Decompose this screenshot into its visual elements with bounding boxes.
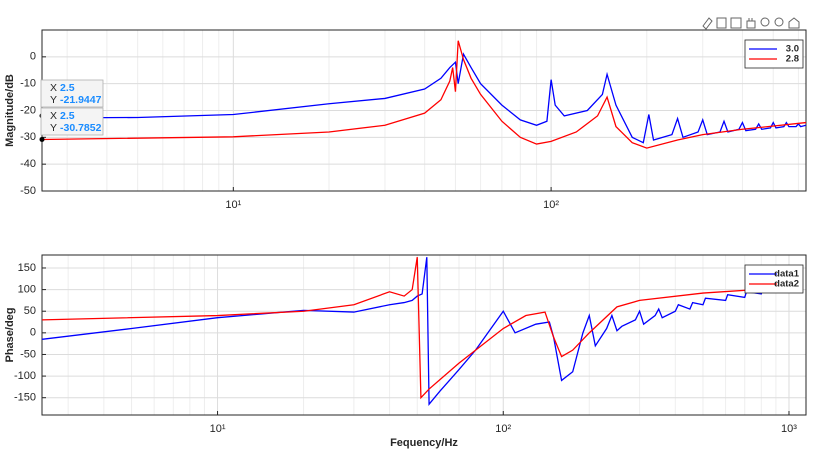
y-tick-label: 100: [18, 284, 36, 296]
datatip-marker: [39, 136, 45, 142]
y-tick-label: 150: [18, 262, 36, 274]
x-tick-label: 10¹: [225, 199, 241, 211]
data-tip-icon[interactable]: [716, 17, 727, 29]
y-axis-label: Phase/deg: [4, 307, 16, 362]
datatip-x-name: X: [50, 82, 57, 94]
y-tick-label: -50: [20, 348, 36, 360]
datatip-y-value: -21.9447: [60, 94, 102, 106]
y-tick-label: -40: [20, 158, 36, 170]
x-tick-label: 10²: [495, 423, 511, 435]
datatip: X 2.5Y -21.9447: [40, 79, 104, 108]
legend-box: [744, 39, 804, 69]
legend-box: [744, 264, 804, 294]
plot-clip: [42, 40, 806, 149]
zoom-in-icon[interactable]: [760, 17, 770, 27]
axes-box: [41, 254, 807, 416]
datatip-box: [40, 107, 104, 136]
datatip: X 2.5Y -30.7852: [40, 107, 104, 136]
brush-icon[interactable]: [702, 17, 713, 30]
datatip-x-name: X: [50, 110, 57, 122]
line-series: [42, 40, 806, 149]
datatip-y-name: Y: [50, 122, 57, 134]
x-tick-label: 10¹: [210, 423, 226, 435]
y-tick-label: -10: [20, 78, 36, 90]
y-axis-label: Magnitude/dB: [4, 74, 16, 147]
datatip-y-name: Y: [50, 94, 57, 106]
y-tick-label: 50: [24, 305, 36, 317]
legend: 3.02.8: [744, 39, 804, 69]
datatip-x-value: 2.5: [60, 110, 75, 122]
pan-icon[interactable]: [746, 18, 756, 29]
x-tick-label: 10³: [781, 423, 797, 435]
zoom-out-icon[interactable]: [774, 17, 784, 27]
toolbar: [702, 17, 800, 30]
datatip-box: [40, 79, 104, 108]
y-tick-label: 0: [30, 51, 36, 63]
y-tick-label: -20: [20, 104, 36, 116]
x-axis-label: Fequency/Hz: [390, 437, 458, 449]
legend-label: data1: [774, 269, 800, 280]
legend-label: 3.0: [786, 44, 799, 55]
legend-label: data2: [774, 279, 799, 290]
y-tick-label: -50: [20, 185, 36, 197]
home-icon[interactable]: [788, 17, 800, 29]
x-tick-label: 10²: [543, 199, 559, 211]
y-tick-label: 0: [30, 327, 36, 339]
y-tick-label: -100: [14, 370, 36, 382]
y-tick-label: -150: [14, 392, 36, 404]
axes: 0 -10 -20 -30 -40 -50 10¹ 10² 3.02.8: [20, 29, 807, 211]
y-tick-label: -30: [20, 131, 36, 143]
datatip-x-value: 2.5: [60, 82, 75, 94]
datatip-y-value: -30.7852: [60, 122, 102, 134]
line-series: [42, 257, 790, 400]
export-icon[interactable]: [730, 17, 742, 29]
plot-clip: [42, 257, 790, 406]
legend-label: 2.8: [786, 54, 799, 65]
